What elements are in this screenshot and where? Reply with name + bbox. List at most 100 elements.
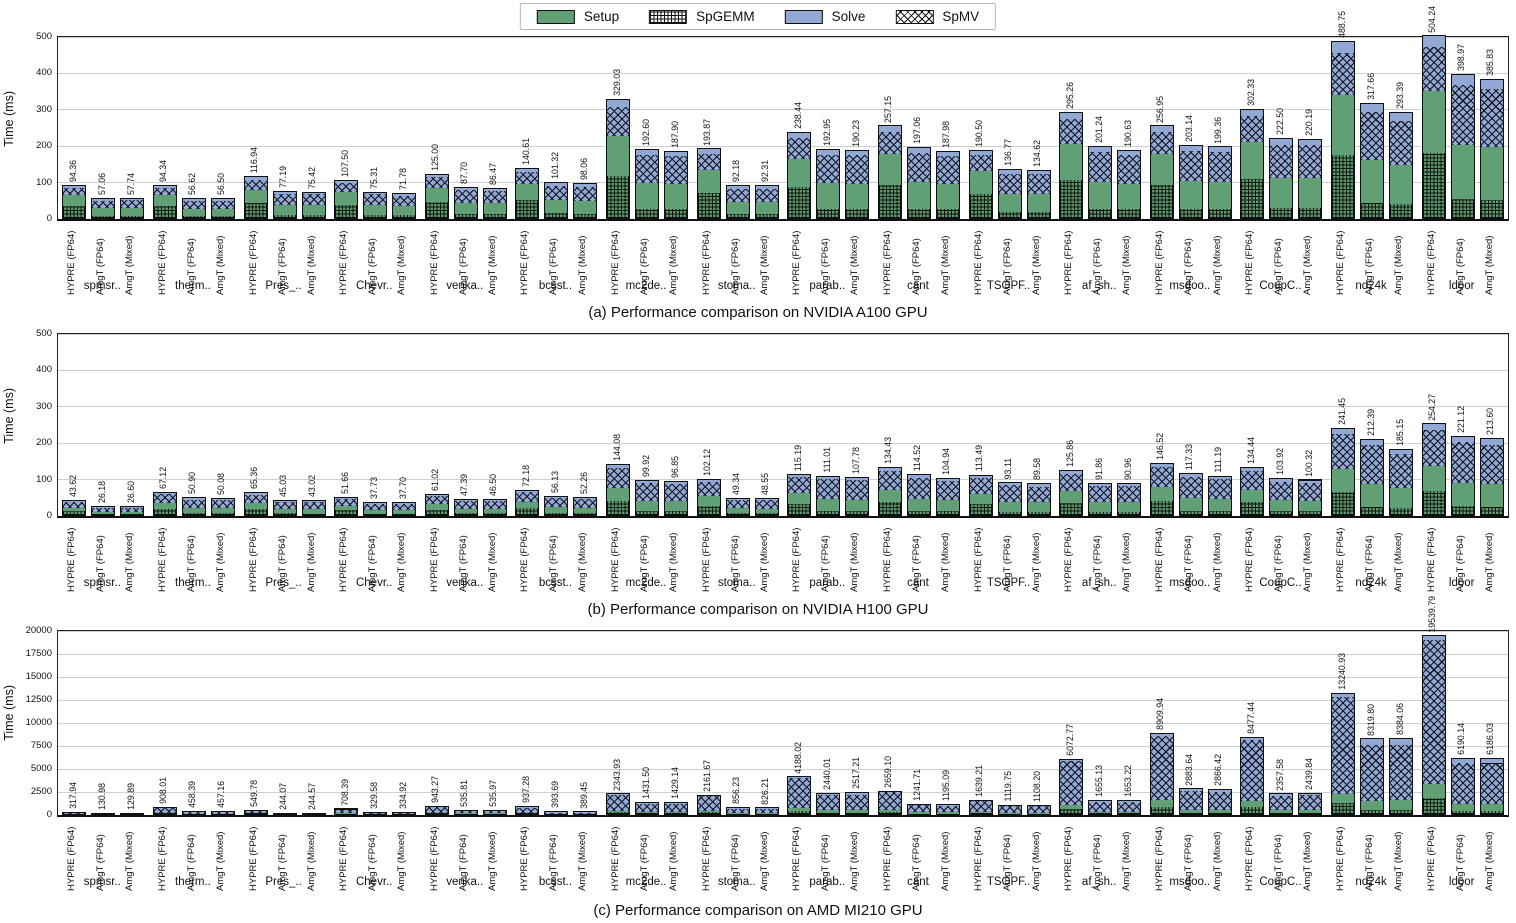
bar-segment-spgemm: [697, 192, 720, 218]
category-label: Pres_..: [265, 280, 302, 292]
bar-segment-setup: [153, 501, 176, 509]
bar-segment-spgemm: [153, 205, 176, 218]
bar-segment-setup: [1241, 800, 1264, 808]
bar: [181, 198, 206, 219]
category-label: ldoor: [1448, 280, 1475, 292]
bar: [243, 809, 268, 815]
bar-segment-spgemm: [1150, 500, 1173, 515]
bar-segment-spgemm: [1480, 505, 1503, 515]
bar-value-label: 241.45: [1336, 398, 1347, 426]
category-label: spmsr..: [83, 280, 121, 292]
bar-segment-solve: [755, 186, 778, 189]
y-tick-label: 400: [36, 364, 52, 376]
bar-segment-setup: [1118, 182, 1141, 210]
bar-segment-spgemm: [182, 512, 205, 515]
y-tick-label: 300: [36, 103, 52, 115]
bar-value-label: 213.60: [1485, 408, 1496, 436]
bar-segment-spgemm: [454, 213, 477, 218]
bar-segment-setup: [846, 498, 869, 511]
bar-value-label: 86.47: [488, 162, 499, 185]
bar-value-label: 334.92: [397, 782, 408, 809]
bar-value-label: 92.18: [731, 160, 742, 183]
bar-segment-spmv: [273, 192, 296, 205]
bar-segment-spgemm: [607, 811, 630, 814]
bar-value-label: 1655.13: [1093, 764, 1104, 797]
bar-segment-setup: [1150, 799, 1173, 807]
bar: [424, 806, 449, 815]
bar-segment-solve: [574, 184, 597, 187]
bar-segment-setup: [1150, 486, 1173, 502]
bar: [91, 198, 116, 219]
bar-segment-spgemm: [1361, 202, 1384, 218]
bar-segment-solve: [817, 793, 840, 796]
bar-value-label: 57.06: [96, 173, 107, 196]
bar-segment-solve: [1060, 760, 1083, 762]
bar-segment-spmv: [846, 793, 869, 811]
bar-segment-spmv: [1361, 111, 1384, 161]
bar-segment-setup: [665, 183, 688, 210]
bar: [515, 489, 540, 516]
bar-segment-spgemm: [1027, 510, 1050, 515]
category-label: bcsst..: [538, 876, 573, 888]
bar: [120, 197, 145, 219]
bar: [906, 474, 931, 516]
bar-segment-solve: [63, 185, 86, 188]
bar-segment-solve: [545, 183, 568, 186]
bar-value-label: 1241.71: [912, 768, 923, 801]
gridline: [58, 369, 1508, 371]
gridline: [58, 630, 1508, 632]
bar: [877, 467, 902, 516]
bar: [120, 506, 145, 516]
bar-segment-spmv: [121, 199, 144, 209]
bar-segment-setup: [998, 192, 1021, 212]
bar-segment-solve: [483, 500, 506, 502]
bar-segment-setup: [1299, 177, 1322, 208]
category-label: spmsr..: [83, 577, 121, 589]
bar-segment-setup: [1027, 193, 1050, 212]
bar-segment-solve: [244, 177, 267, 180]
bar-segment-solve: [1027, 805, 1050, 807]
bar: [787, 776, 812, 815]
bar-segment-solve: [1179, 789, 1202, 792]
bar-segment-setup: [1422, 89, 1445, 153]
bar: [334, 497, 359, 516]
bar-value-label: 293.39: [1394, 82, 1405, 110]
bar-segment-spmv: [1299, 481, 1322, 501]
bar-value-label: 4188.02: [792, 741, 803, 774]
bar-value-label: 26.60: [125, 481, 136, 504]
bar-segment-spmv: [998, 172, 1021, 194]
category-label: ldoor: [1448, 577, 1475, 589]
gridline: [58, 768, 1508, 770]
bar-value-label: 101.32: [549, 152, 560, 180]
bar-segment-solve: [454, 188, 477, 191]
bar-value-label: 91.86: [1093, 457, 1104, 480]
bar-segment-spgemm: [636, 510, 659, 515]
bar: [181, 810, 206, 815]
bar-segment-setup: [516, 182, 539, 201]
bar-value-label: 104.94: [941, 447, 952, 475]
category-label: CoupC..: [1259, 577, 1302, 589]
category-label: CoupC..: [1259, 280, 1302, 292]
bar: [1178, 473, 1203, 516]
bar: [392, 811, 417, 815]
bar-segment-setup: [121, 207, 144, 216]
bar-segment-spgemm: [1270, 206, 1293, 218]
bar: [1088, 482, 1113, 516]
bar-segment-spgemm: [483, 213, 506, 218]
bar-segment-solve: [1208, 476, 1231, 480]
bar: [1059, 759, 1084, 815]
gridline: [58, 676, 1508, 678]
bar-segment-solve: [574, 497, 597, 500]
bar-segment-solve: [393, 193, 416, 196]
bar-segment-spmv: [273, 500, 296, 510]
bar-segment-solve: [63, 501, 86, 502]
bar: [453, 810, 478, 815]
category-label: therm..: [175, 280, 211, 292]
bar-segment-solve: [364, 503, 387, 505]
bar-segment-spmv: [244, 810, 267, 814]
bar-segment-solve: [1150, 463, 1173, 467]
bar-segment-spgemm: [817, 208, 840, 218]
category-label: mc2de..: [625, 876, 667, 888]
gridline: [58, 653, 1508, 655]
bar-segment-solve: [636, 802, 659, 804]
